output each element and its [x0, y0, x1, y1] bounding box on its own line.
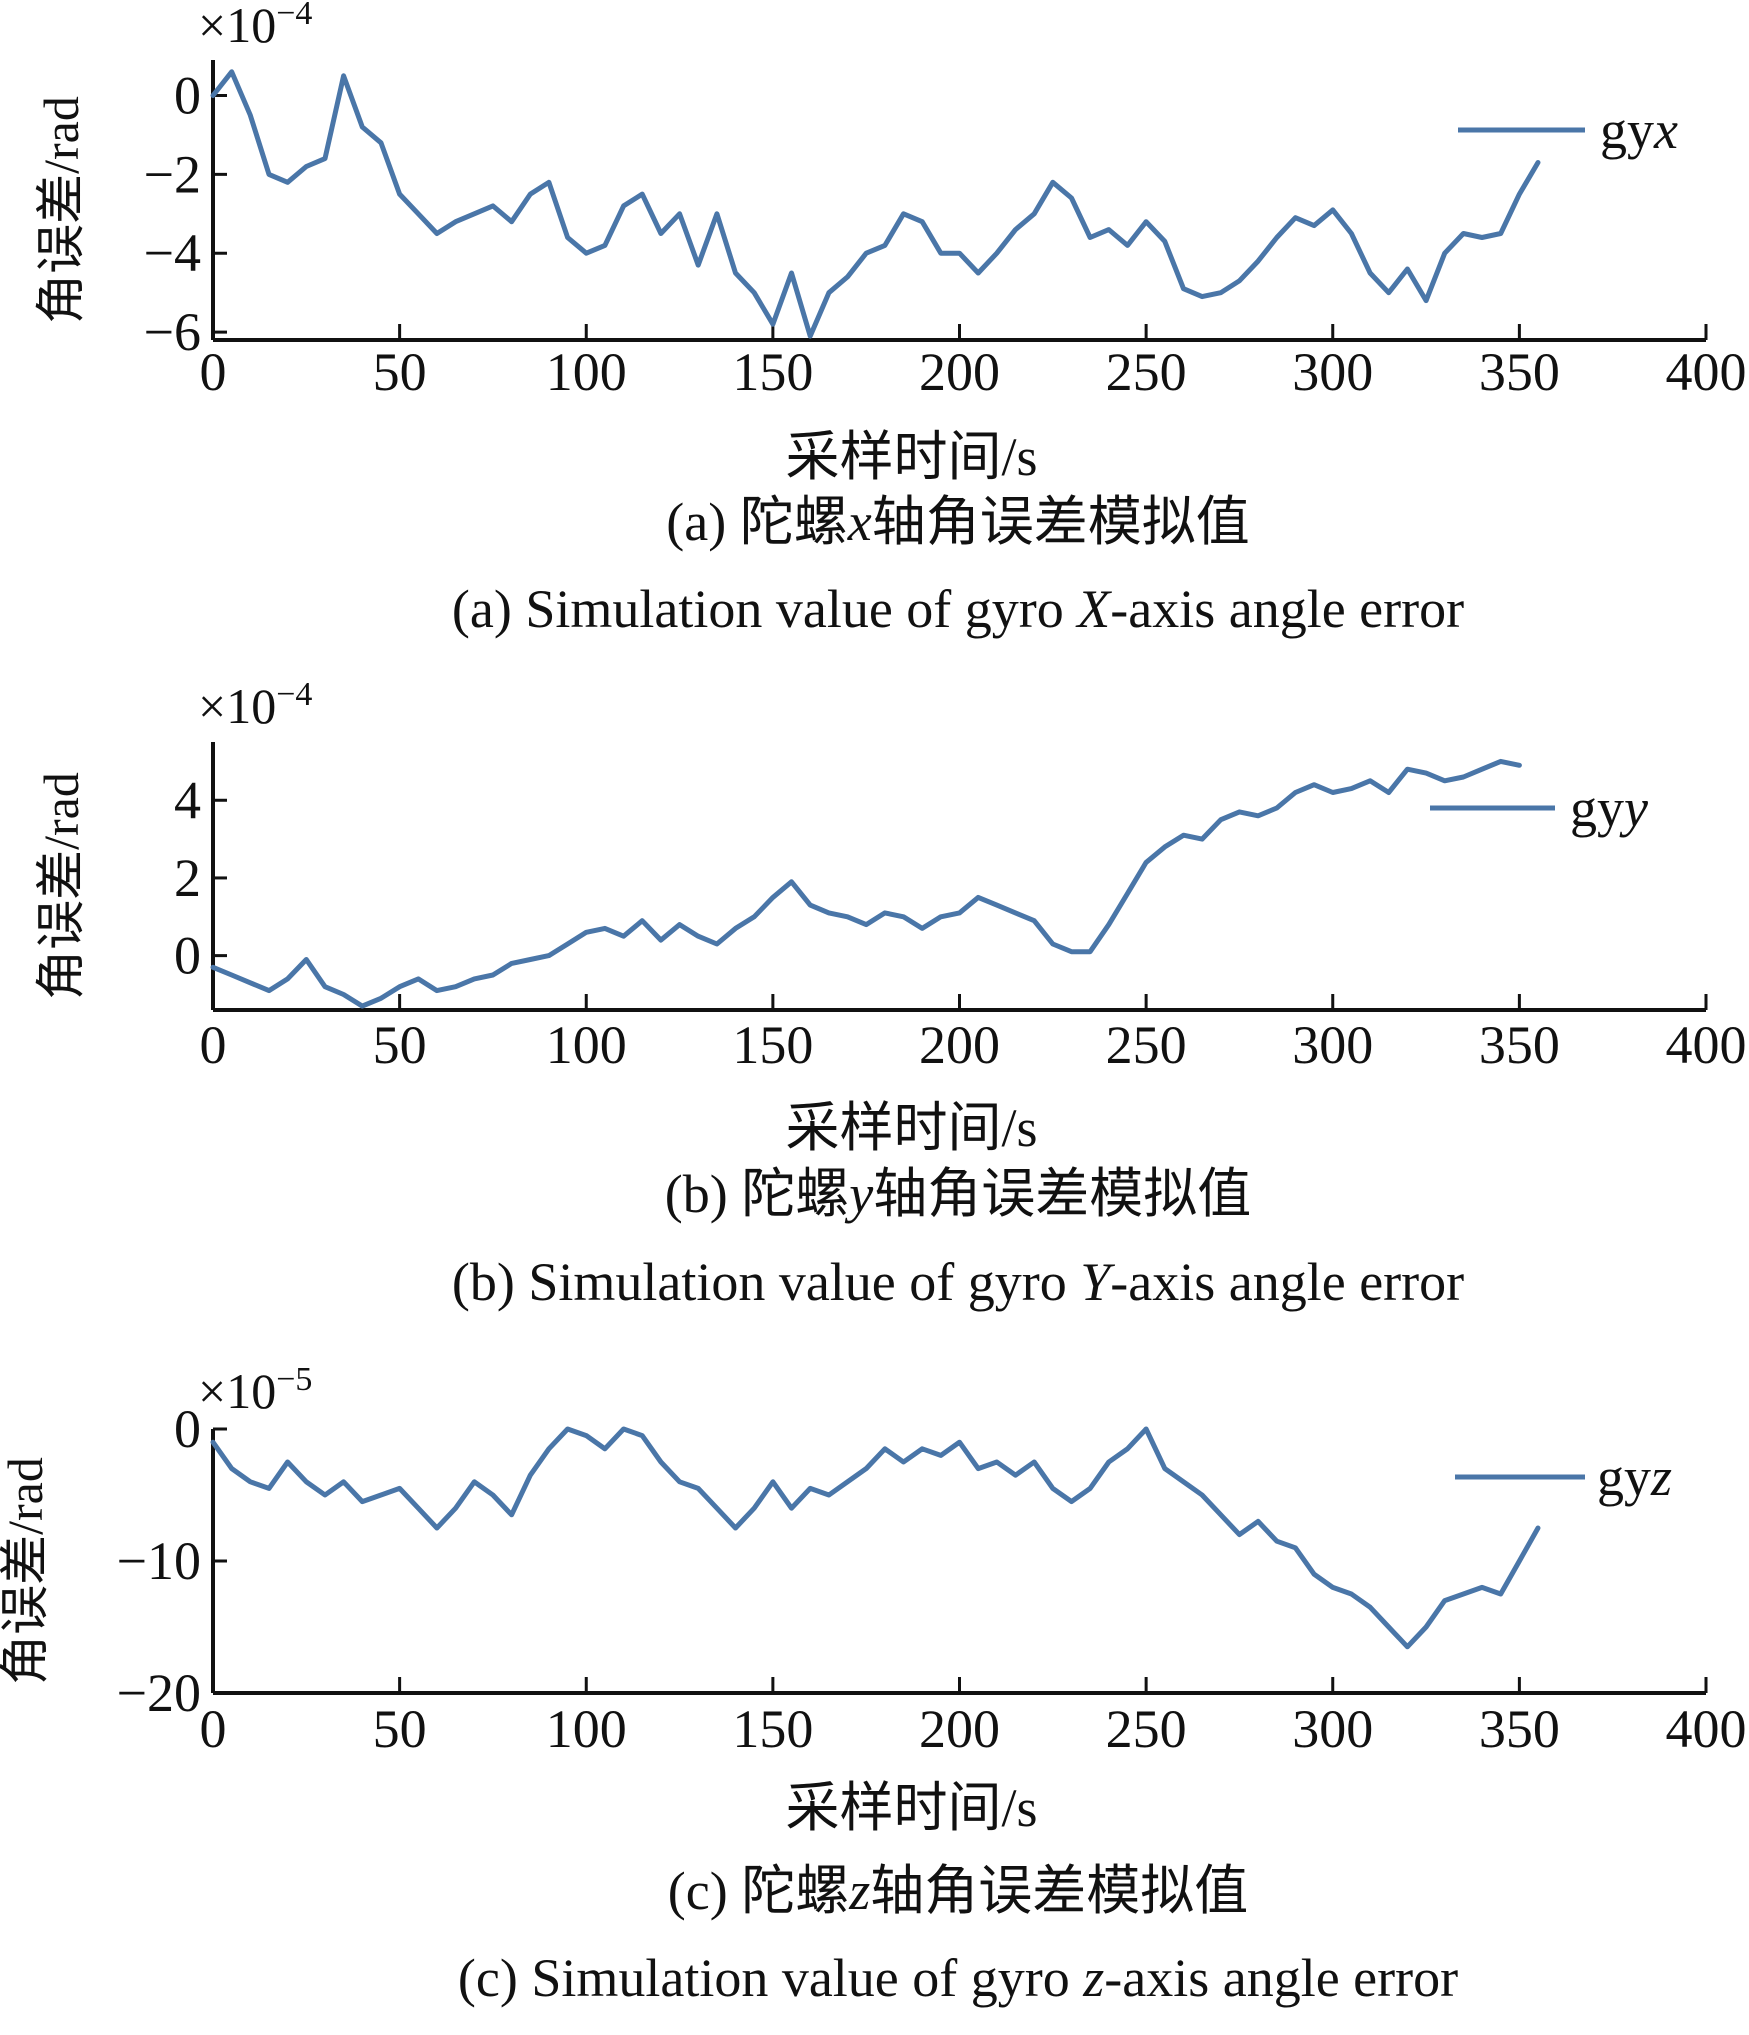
chart-panel-3: 0 50 100 150 200 250 300 350 400 0 −10 −20 ×10−5 角误差/… — [0, 1361, 1747, 2008]
legend-label: gyx — [1600, 100, 1678, 160]
scale-exponent: −4 — [276, 676, 312, 713]
x-tick-label: 100 — [546, 1699, 627, 1759]
y-tick-label: −20 — [117, 1663, 201, 1723]
series-line — [210, 1426, 1541, 1650]
x-tick-label: 0 — [200, 1015, 227, 1075]
caption-cn-prefix: (a) 陀螺 — [666, 492, 847, 552]
series-line — [210, 69, 1541, 339]
y-axis-label: 角误差/rad — [0, 1457, 53, 1685]
y-tick-label: 0 — [174, 1399, 201, 1459]
y-tick-label: −4 — [144, 223, 201, 283]
caption-cn-suffix: 轴角误差模拟值 — [872, 492, 1250, 552]
y-scale-factor: ×10−4 — [198, 0, 312, 53]
x-tick-label: 250 — [1106, 342, 1187, 402]
scale-base: ×10 — [198, 678, 276, 734]
caption-en-axis: Y — [1080, 1252, 1115, 1312]
scale-exponent: −4 — [276, 0, 312, 32]
caption-cn-axis: y — [844, 1164, 873, 1224]
x-tick-label: 100 — [546, 342, 627, 402]
x-tick-label: 350 — [1479, 1015, 1560, 1075]
caption-cn-prefix: (b) 陀螺 — [665, 1164, 849, 1224]
legend-axis: z — [1650, 1447, 1672, 1507]
y-tick-label: 0 — [174, 926, 201, 986]
x-tick-label: 350 — [1479, 342, 1560, 402]
x-tick-label: 50 — [373, 342, 427, 402]
caption-cn: (b) 陀螺y轴角误差模拟值 — [665, 1164, 1251, 1224]
legend-label: gyz — [1597, 1447, 1672, 1507]
caption-cn-suffix: 轴角误差模拟值 — [870, 1861, 1248, 1921]
y-axis-label: 角误差/rad — [33, 772, 89, 1000]
x-axis-label: 采样时间/s — [785, 1778, 1037, 1838]
x-axis-label: 采样时间/s — [785, 1098, 1037, 1158]
caption-cn-suffix: 轴角误差模拟值 — [873, 1164, 1251, 1224]
chart-panel-2: 0 50 100 150 200 250 300 350 400 4 2 0 ×10−4 角误差/rad 采… — [33, 676, 1747, 1312]
y-tick-label: −2 — [144, 144, 201, 204]
caption-cn-axis: z — [848, 1861, 870, 1921]
x-tick-label: 150 — [732, 1699, 813, 1759]
y-tick-label: −10 — [117, 1531, 201, 1591]
caption-cn: (c) 陀螺z轴角误差模拟值 — [668, 1861, 1248, 1921]
caption-cn-axis: x — [847, 492, 872, 552]
x-tick-label: 200 — [919, 1015, 1000, 1075]
x-tick-label: 400 — [1666, 1015, 1747, 1075]
scale-exponent: −5 — [276, 1361, 312, 1398]
y-tick-label: 0 — [174, 65, 201, 125]
x-tick-label: 0 — [200, 342, 227, 402]
legend-axis: y — [1619, 778, 1648, 838]
x-tick-label: 0 — [200, 1699, 227, 1759]
caption-en-prefix: (b) Simulation value of gyro — [452, 1252, 1080, 1312]
caption-en-suffix: -axis angle error — [1110, 1252, 1464, 1312]
legend-label: gyy — [1570, 778, 1648, 838]
y-scale-factor: ×10−4 — [198, 676, 312, 734]
caption-en-axis: z — [1082, 1948, 1104, 2008]
x-tick-label: 300 — [1292, 1015, 1373, 1075]
series-line — [210, 758, 1522, 1009]
caption-en-axis: X — [1075, 579, 1112, 639]
x-tick-label: 400 — [1666, 1699, 1747, 1759]
caption-en-prefix: (c) Simulation value of gyro — [458, 1948, 1083, 2008]
x-tick-label: 250 — [1106, 1015, 1187, 1075]
caption-en: (a) Simulation value of gyro X-axis angl… — [452, 579, 1464, 639]
x-tick-label: 300 — [1292, 342, 1373, 402]
x-tick-label: 150 — [732, 1015, 813, 1075]
x-tick-label: 50 — [373, 1699, 427, 1759]
x-tick-label: 150 — [732, 342, 813, 402]
y-axis-label: 角误差/rad — [33, 96, 89, 324]
x-axis-label: 采样时间/s — [785, 427, 1037, 487]
legend-prefix: gy — [1570, 778, 1624, 838]
y-tick-label: −6 — [144, 302, 201, 362]
chart-panel-1: 0 50 100 150 200 250 300 350 4000−2−4−6×10−4角误差/… — [33, 0, 1747, 639]
y-scale-factor: ×10−5 — [198, 1361, 312, 1419]
caption-en: (b) Simulation value of gyro Y-axis angl… — [452, 1252, 1464, 1312]
legend-prefix: gy — [1600, 100, 1654, 160]
x-tick-label: 50 — [373, 1015, 427, 1075]
caption-en-suffix: -axis angle error — [1104, 1948, 1458, 2008]
caption-en-prefix: (a) Simulation value of gyro — [452, 579, 1077, 639]
x-tick-label: 250 — [1106, 1699, 1187, 1759]
y-tick-label: 4 — [174, 770, 201, 830]
x-tick-label: 300 — [1292, 1699, 1373, 1759]
caption-en-suffix: -axis angle error — [1110, 579, 1464, 639]
x-tick-label: 350 — [1479, 1699, 1560, 1759]
caption-en: (c) Simulation value of gyro z-axis angl… — [458, 1948, 1458, 2008]
caption-cn: (a) 陀螺x轴角误差模拟值 — [666, 492, 1249, 552]
y-tick-label: 2 — [174, 848, 201, 908]
x-tick-label: 100 — [546, 1015, 627, 1075]
scale-base: ×10 — [198, 1363, 276, 1419]
scale-base: ×10 — [198, 0, 276, 53]
caption-cn-prefix: (c) 陀螺 — [668, 1861, 849, 1921]
x-tick-label: 400 — [1666, 342, 1747, 402]
x-tick-label: 200 — [919, 342, 1000, 402]
x-tick-label: 200 — [919, 1699, 1000, 1759]
legend-axis: x — [1653, 100, 1678, 160]
legend-prefix: gy — [1597, 1447, 1651, 1507]
